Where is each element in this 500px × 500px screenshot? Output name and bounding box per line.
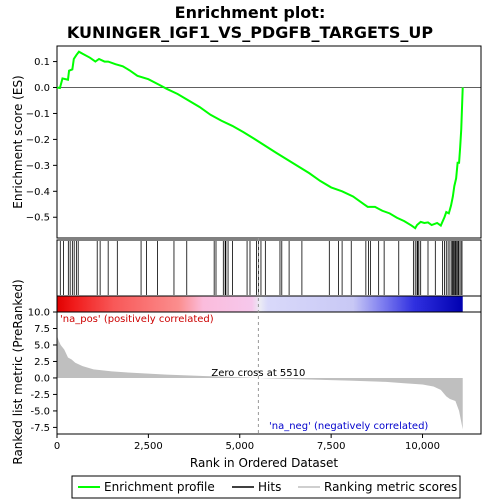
- metric-y-tick-label: 10.0: [28, 308, 50, 319]
- metric-y-tick-label: 7.5: [34, 324, 50, 335]
- es-plot-frame: [56, 45, 482, 239]
- es-y-tick-label: −0.1: [26, 109, 50, 120]
- x-tick-label: 10,000: [405, 441, 440, 452]
- metric-y-axis-label: Ranked list metric (PreRanked): [11, 279, 25, 464]
- metric-y-tick-label: 2.5: [34, 357, 50, 368]
- metric-y-tick-label: -5.0: [30, 406, 50, 417]
- legend: Enrichment profile Hits Ranking metric s…: [71, 475, 461, 499]
- metric-y-tick-label: 0.0: [34, 373, 50, 384]
- x-tick-label: 2,500: [134, 441, 163, 452]
- chart-title-line2: KUNINGER_IGF1_VS_PDGFB_TARGETS_UP: [67, 23, 433, 42]
- metric-plot-border: [56, 311, 482, 435]
- neg-correlated-label: 'na_neg' (negatively correlated): [269, 421, 428, 432]
- x-tick-label: 0: [54, 441, 60, 452]
- chart-title-line1: Enrichment plot:: [175, 3, 326, 22]
- x-axis-label: Rank in Ordered Dataset: [190, 456, 338, 470]
- legend-label-hits: Hits: [258, 480, 281, 494]
- hits-panel: [56, 239, 482, 313]
- es-panel: 0.1 0.0 −0.1 −0.2 −0.3 −0.4 −0.5: [26, 45, 482, 239]
- hits-frame: [56, 239, 482, 297]
- es-y-tick-label: 0.0: [34, 83, 50, 94]
- enrichment-profile-line: [56, 50, 464, 230]
- metric-y-tick-label: -7.5: [30, 423, 50, 434]
- legend-box: [71, 475, 461, 499]
- x-tick-label: 5,000: [225, 441, 254, 452]
- es-y-axis-label: Enrichment score (ES): [11, 75, 25, 208]
- x-tick-label: 7,500: [317, 441, 346, 452]
- pos-correlated-label: 'na_pos' (positively correlated): [60, 314, 214, 325]
- legend-label-metric: Ranking metric scores: [324, 480, 457, 494]
- es-y-tick-label: −0.4: [26, 187, 50, 198]
- es-y-tick-label: 0.1: [34, 57, 50, 68]
- es-y-tick-label: −0.2: [26, 135, 50, 146]
- legend-label-es: Enrichment profile: [104, 480, 215, 494]
- zero-cross-label: Zero cross at 5510: [211, 368, 305, 379]
- metric-panel: 10.0 7.5 5.0 2.5 0.0 -2.5 -5.0 -7.5 0 2,500 5,000 7…: [28, 238, 482, 452]
- ranking-color-bar: [57, 296, 463, 312]
- es-y-tick-label: −0.5: [26, 213, 50, 224]
- metric-y-tick-label: -2.5: [30, 390, 50, 401]
- es-y-tick-label: −0.3: [26, 161, 50, 172]
- metric-y-tick-label: 5.0: [34, 340, 50, 351]
